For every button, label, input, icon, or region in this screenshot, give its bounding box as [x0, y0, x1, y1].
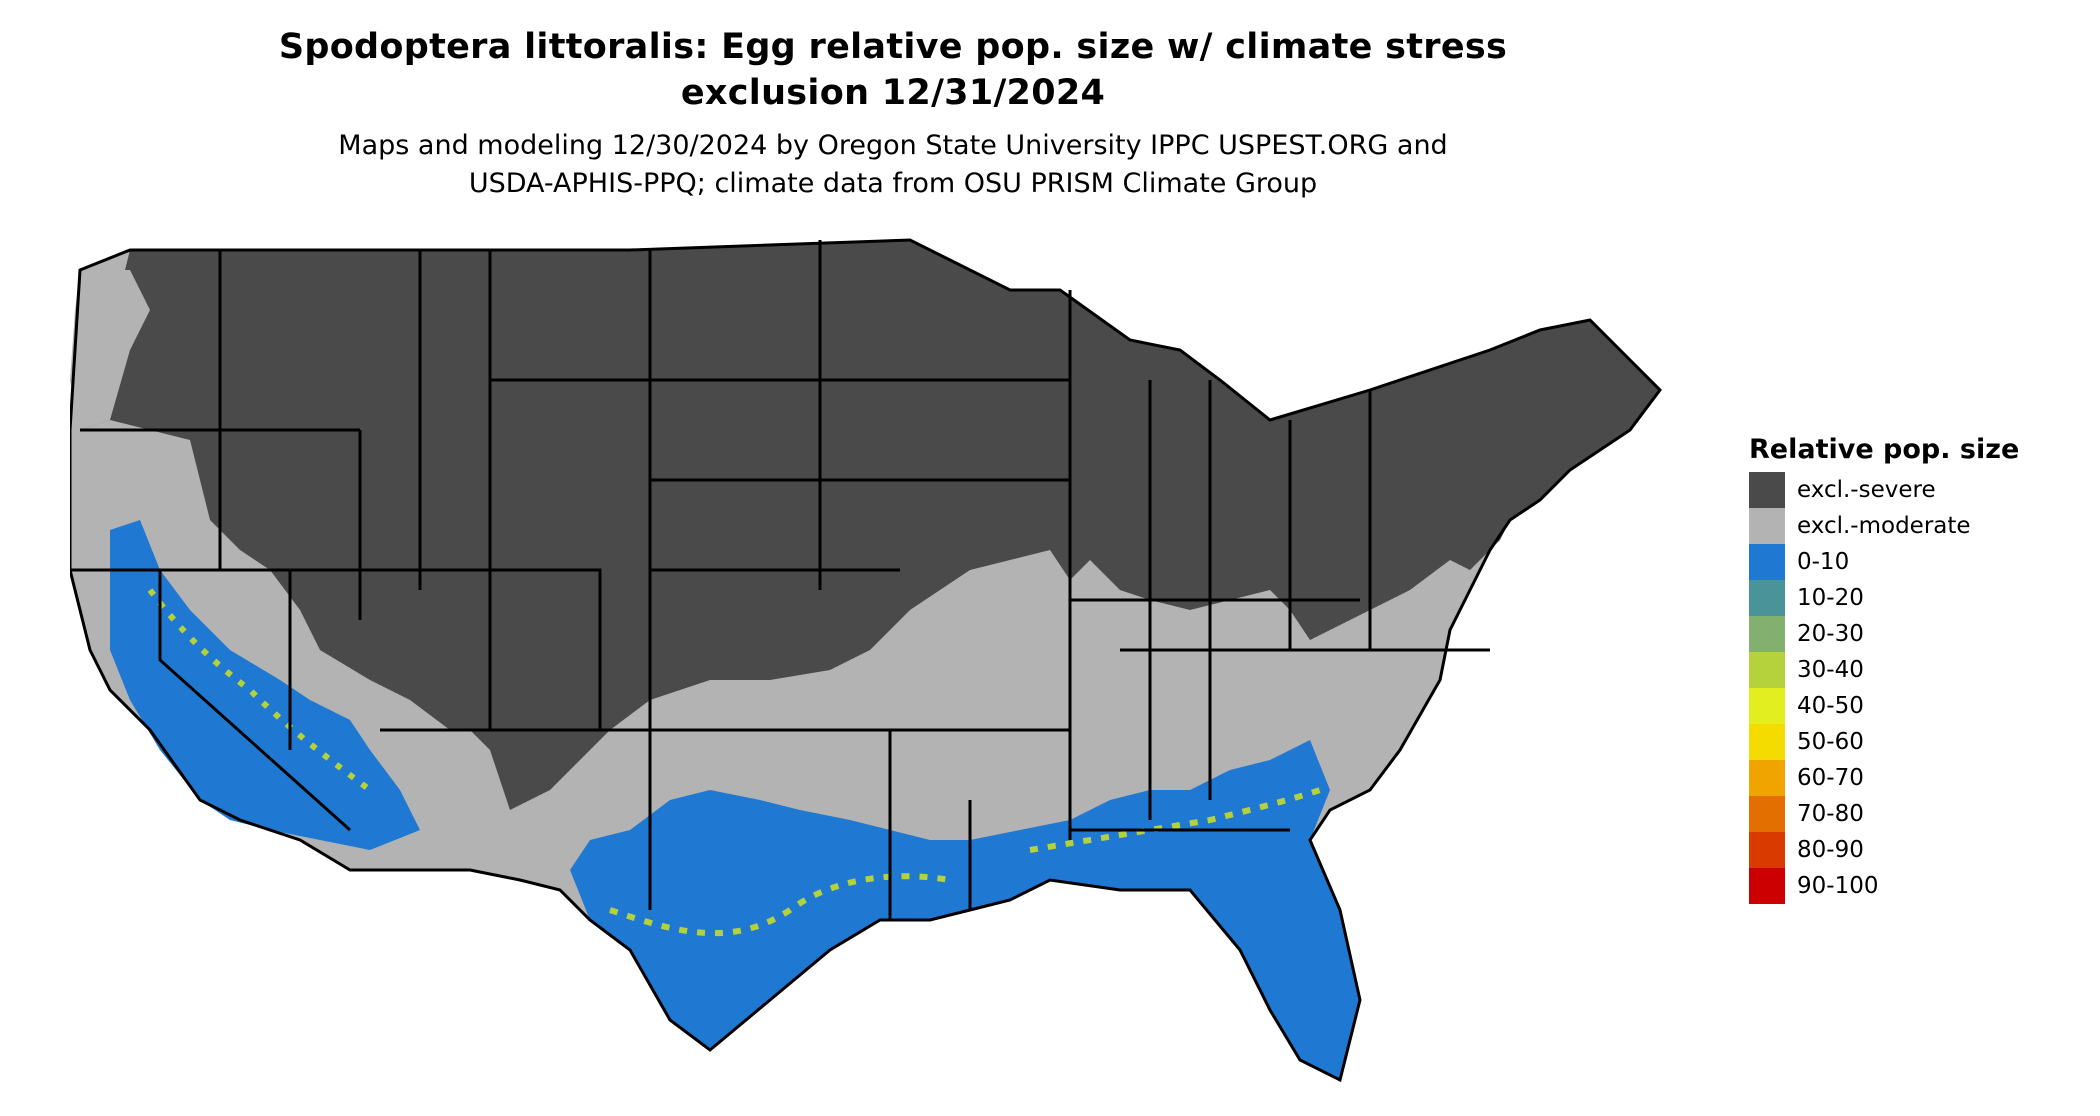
pacific-coast-moderate	[70, 270, 150, 430]
legend-items: excl.-severe excl.-moderate 0-10 10-20 20-30…	[1749, 472, 2069, 904]
legend-label: excl.-moderate	[1797, 513, 1971, 539]
legend-label: 0-10	[1797, 549, 1850, 575]
suitable-zone-west	[110, 520, 420, 850]
state-borders	[68, 238, 1662, 1083]
legend-item: 80-90	[1749, 832, 2069, 868]
legend-item: 70-80	[1749, 796, 2069, 832]
title-line-1: Spodoptera littoralis: Egg relative pop.…	[278, 27, 1508, 67]
legend-label: 60-70	[1797, 765, 1864, 791]
legend-item: excl.-moderate	[1749, 508, 2069, 544]
severe-exclusion-north	[80, 240, 1660, 810]
legend-label: 10-20	[1797, 585, 1864, 611]
legend-item: excl.-severe	[1749, 472, 2069, 508]
legend-item: 40-50	[1749, 688, 2069, 724]
us-map	[68, 230, 1710, 1110]
legend-item: 60-70	[1749, 760, 2069, 796]
subtitle-line-2: USDA-APHIS-PPQ; climate data from OSU PR…	[468, 168, 1318, 199]
legend-swatch	[1749, 472, 1785, 508]
mid-band-texas	[609, 873, 951, 937]
map-subtitle: Maps and modeling 12/30/2024 by Oregon S…	[0, 127, 1786, 203]
legend-swatch	[1749, 724, 1785, 760]
legend-swatch	[1749, 868, 1785, 904]
us-map-svg	[68, 238, 1662, 1083]
legend-label: 80-90	[1797, 837, 1864, 863]
legend-label: 90-100	[1797, 873, 1879, 899]
legend-label: 40-50	[1797, 693, 1864, 719]
map-title: Spodoptera littoralis: Egg relative pop.…	[0, 24, 1786, 116]
legend-swatch	[1749, 688, 1785, 724]
legend-label: 20-30	[1797, 621, 1864, 647]
legend-swatch	[1749, 544, 1785, 580]
legend-item: 10-20	[1749, 580, 2069, 616]
legend-swatch	[1749, 508, 1785, 544]
legend-item: 50-60	[1749, 724, 2069, 760]
legend-item: 0-10	[1749, 544, 2069, 580]
legend-label: 70-80	[1797, 801, 1864, 827]
legend: Relative pop. size excl.-severe excl.-mod…	[1749, 432, 2069, 904]
legend-swatch	[1749, 616, 1785, 652]
legend-label: excl.-severe	[1797, 477, 1936, 503]
title-line-2: exclusion 12/31/2024	[680, 73, 1106, 113]
legend-swatch	[1749, 760, 1785, 796]
legend-swatch	[1749, 580, 1785, 616]
legend-item: 20-30	[1749, 616, 2069, 652]
legend-item: 30-40	[1749, 652, 2069, 688]
legend-title: Relative pop. size	[1749, 434, 2020, 465]
legend-item: 90-100	[1749, 868, 2069, 904]
legend-swatch	[1749, 832, 1785, 868]
legend-label: 50-60	[1797, 729, 1864, 755]
legend-swatch	[1749, 652, 1785, 688]
legend-label: 30-40	[1797, 657, 1864, 683]
subtitle-line-1: Maps and modeling 12/30/2024 by Oregon S…	[338, 130, 1448, 161]
legend-swatch	[1749, 796, 1785, 832]
